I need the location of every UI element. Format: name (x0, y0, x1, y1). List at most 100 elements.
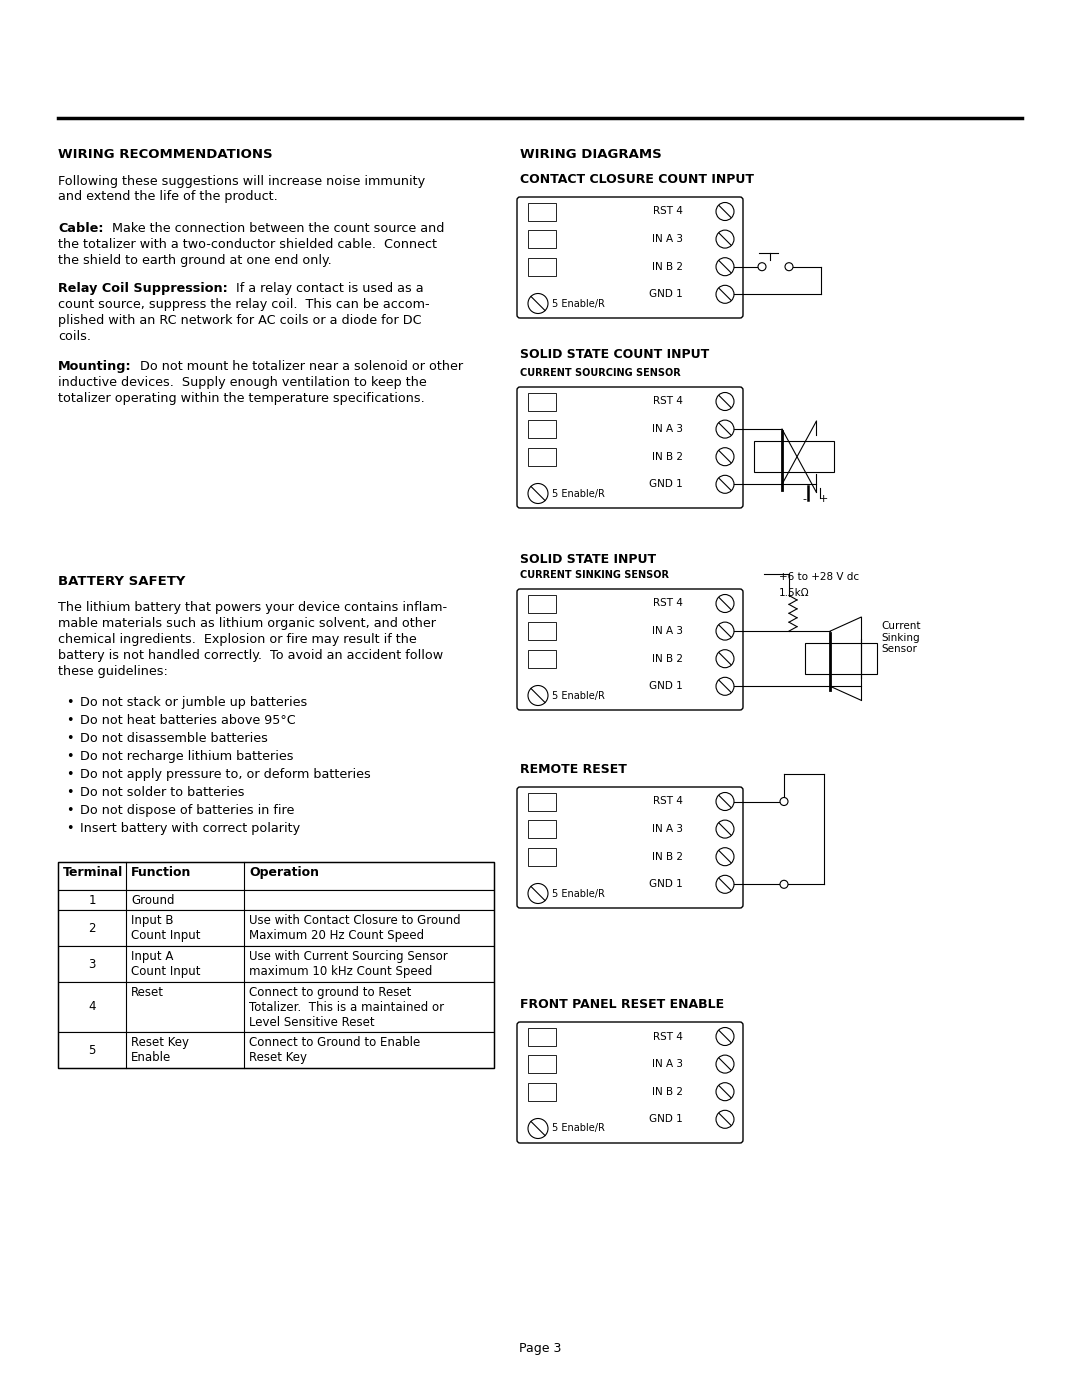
Circle shape (716, 1111, 734, 1129)
Text: mable materials such as lithium organic solvent, and other: mable materials such as lithium organic … (58, 617, 436, 630)
Text: WIRING RECOMMENDATIONS: WIRING RECOMMENDATIONS (58, 148, 272, 161)
Circle shape (528, 883, 548, 904)
Text: IN B 2: IN B 2 (652, 261, 683, 271)
Text: CURRENT SOURCING SENSOR: CURRENT SOURCING SENSOR (519, 367, 680, 379)
Text: RST 4: RST 4 (653, 598, 683, 609)
Circle shape (528, 1119, 548, 1139)
Circle shape (716, 1055, 734, 1073)
Text: Do not disassemble batteries: Do not disassemble batteries (80, 732, 268, 745)
Text: Page 3: Page 3 (518, 1343, 562, 1355)
Bar (58, 862, 494, 1067)
Text: GND 1: GND 1 (649, 1115, 683, 1125)
Text: inductive devices.  Supply enough ventilation to keep the: inductive devices. Supply enough ventila… (58, 376, 427, 388)
Text: RST 4: RST 4 (653, 397, 683, 407)
FancyBboxPatch shape (517, 1023, 743, 1143)
Text: Input A
Count Input: Input A Count Input (131, 950, 201, 978)
Text: •: • (66, 696, 73, 710)
FancyBboxPatch shape (517, 787, 743, 908)
Text: RST 4: RST 4 (653, 796, 683, 806)
Text: 5: 5 (89, 1044, 96, 1056)
Text: -: - (802, 495, 807, 504)
Text: +: + (819, 495, 827, 504)
Bar (528, 650, 556, 668)
Bar (58, 982, 494, 1032)
Circle shape (716, 848, 734, 866)
Text: 1: 1 (89, 894, 96, 907)
Text: 5 Enable/R: 5 Enable/R (552, 690, 605, 700)
Text: Make the connection between the count source and: Make the connection between the count so… (104, 222, 444, 235)
Text: 3: 3 (89, 957, 96, 971)
Circle shape (528, 293, 548, 313)
Text: •: • (66, 787, 73, 799)
Bar (528, 1055, 556, 1073)
Bar (754, 441, 834, 472)
Bar (528, 595, 556, 612)
Text: RST 4: RST 4 (653, 1031, 683, 1042)
Text: Function: Function (131, 866, 191, 879)
Circle shape (716, 820, 734, 838)
Text: Do not mount he totalizer near a solenoid or other: Do not mount he totalizer near a solenoi… (132, 360, 462, 373)
Bar (528, 820, 556, 838)
Bar (58, 862, 494, 890)
Text: REMOTE RESET: REMOTE RESET (519, 763, 626, 775)
Bar (58, 909, 494, 946)
Text: GND 1: GND 1 (649, 479, 683, 489)
Text: 5 Enable/R: 5 Enable/R (552, 1123, 605, 1133)
Circle shape (716, 447, 734, 465)
Circle shape (716, 595, 734, 612)
Text: Current
Sinking
Sensor: Current Sinking Sensor (881, 622, 920, 654)
Text: IN B 2: IN B 2 (652, 654, 683, 664)
Text: FRONT PANEL RESET ENABLE: FRONT PANEL RESET ENABLE (519, 997, 724, 1011)
Circle shape (716, 650, 734, 668)
Text: the shield to earth ground at one end only.: the shield to earth ground at one end on… (58, 254, 332, 267)
Text: •: • (66, 750, 73, 763)
Text: totalizer operating within the temperature specifications.: totalizer operating within the temperatu… (58, 393, 424, 405)
Text: •: • (66, 821, 73, 835)
Circle shape (528, 686, 548, 705)
Bar (528, 848, 556, 866)
Circle shape (716, 475, 734, 493)
Text: IN B 2: IN B 2 (652, 1087, 683, 1097)
Text: •: • (66, 805, 73, 817)
Text: •: • (66, 714, 73, 726)
Text: count source, suppress the relay coil.  This can be accom-: count source, suppress the relay coil. T… (58, 298, 430, 312)
Circle shape (716, 1028, 734, 1045)
Circle shape (716, 285, 734, 303)
Circle shape (716, 678, 734, 696)
FancyBboxPatch shape (517, 387, 743, 509)
Text: IN B 2: IN B 2 (652, 852, 683, 862)
Text: Do not solder to batteries: Do not solder to batteries (80, 787, 244, 799)
Circle shape (528, 483, 548, 503)
Circle shape (716, 393, 734, 411)
Bar (528, 622, 556, 640)
Circle shape (780, 798, 788, 806)
FancyBboxPatch shape (517, 590, 743, 710)
Circle shape (785, 263, 793, 271)
FancyBboxPatch shape (517, 197, 743, 319)
Text: Do not dispose of batteries in fire: Do not dispose of batteries in fire (80, 805, 295, 817)
Text: BATTERY SAFETY: BATTERY SAFETY (58, 576, 186, 588)
Text: Do not recharge lithium batteries: Do not recharge lithium batteries (80, 750, 294, 763)
Text: GND 1: GND 1 (649, 682, 683, 692)
Text: RST 4: RST 4 (653, 207, 683, 217)
Text: IN A 3: IN A 3 (652, 824, 683, 834)
Text: Ground: Ground (131, 894, 175, 907)
Text: Do not apply pressure to, or deform batteries: Do not apply pressure to, or deform batt… (80, 768, 370, 781)
Text: Connect to ground to Reset
Totalizer.  This is a maintained or
Level Sensitive R: Connect to ground to Reset Totalizer. Th… (249, 986, 444, 1030)
Text: IN B 2: IN B 2 (652, 451, 683, 461)
Circle shape (716, 257, 734, 275)
Circle shape (716, 231, 734, 249)
Bar (528, 203, 556, 221)
Circle shape (716, 622, 734, 640)
Text: GND 1: GND 1 (649, 289, 683, 299)
Text: Do not heat batteries above 95°C: Do not heat batteries above 95°C (80, 714, 296, 726)
Text: Reset Key
Enable: Reset Key Enable (131, 1037, 189, 1065)
Text: IN A 3: IN A 3 (652, 235, 683, 244)
Text: coils.: coils. (58, 330, 91, 344)
Text: Use with Current Sourcing Sensor
maximum 10 kHz Count Speed: Use with Current Sourcing Sensor maximum… (249, 950, 448, 978)
Text: SOLID STATE INPUT: SOLID STATE INPUT (519, 553, 657, 566)
Circle shape (716, 203, 734, 221)
Circle shape (716, 792, 734, 810)
Text: Do not stack or jumble up batteries: Do not stack or jumble up batteries (80, 696, 307, 710)
Text: If a relay contact is used as a: If a relay contact is used as a (228, 282, 423, 295)
